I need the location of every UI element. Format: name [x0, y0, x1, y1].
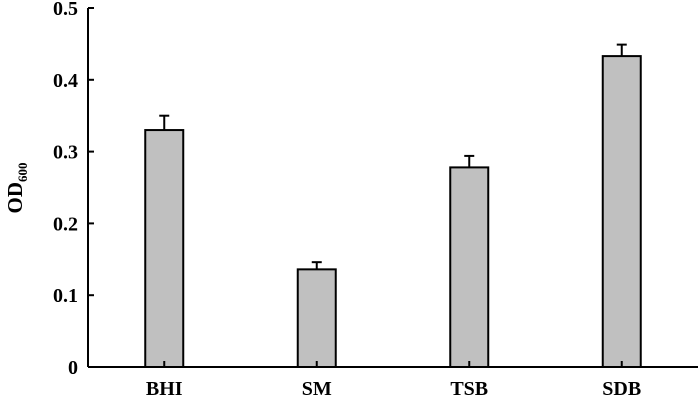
x-tick-label-sdb: SDB — [602, 378, 641, 400]
y-tick-label: 0 — [68, 357, 78, 379]
y-axis-label: OD600 — [3, 163, 30, 214]
bar-sdb — [601, 55, 642, 369]
y-axis-label-main: OD — [3, 182, 27, 214]
y-tick-label: 0.4 — [53, 70, 78, 92]
bar-tsb — [449, 166, 490, 368]
x-axis-ticks: BHI SM TSB SDB — [146, 361, 641, 400]
y-tick-label: 0.3 — [53, 142, 78, 164]
x-tick-label-tsb: TSB — [450, 378, 488, 400]
x-tick-label-sm: SM — [302, 378, 332, 400]
bars — [144, 43, 642, 369]
x-tick-label-bhi: BHI — [146, 378, 183, 400]
axes — [87, 8, 698, 368]
y-axis-label-subscript: 600 — [15, 163, 30, 183]
y-tick-label: 0.2 — [53, 213, 78, 235]
y-axis-ticks: 0 0.1 0.2 0.3 0.4 0.5 — [53, 0, 94, 379]
y-tick-label: 0.1 — [53, 285, 78, 307]
bar-bhi — [144, 129, 185, 368]
bar-sm — [296, 268, 337, 368]
y-tick-label: 0.5 — [53, 0, 78, 20]
